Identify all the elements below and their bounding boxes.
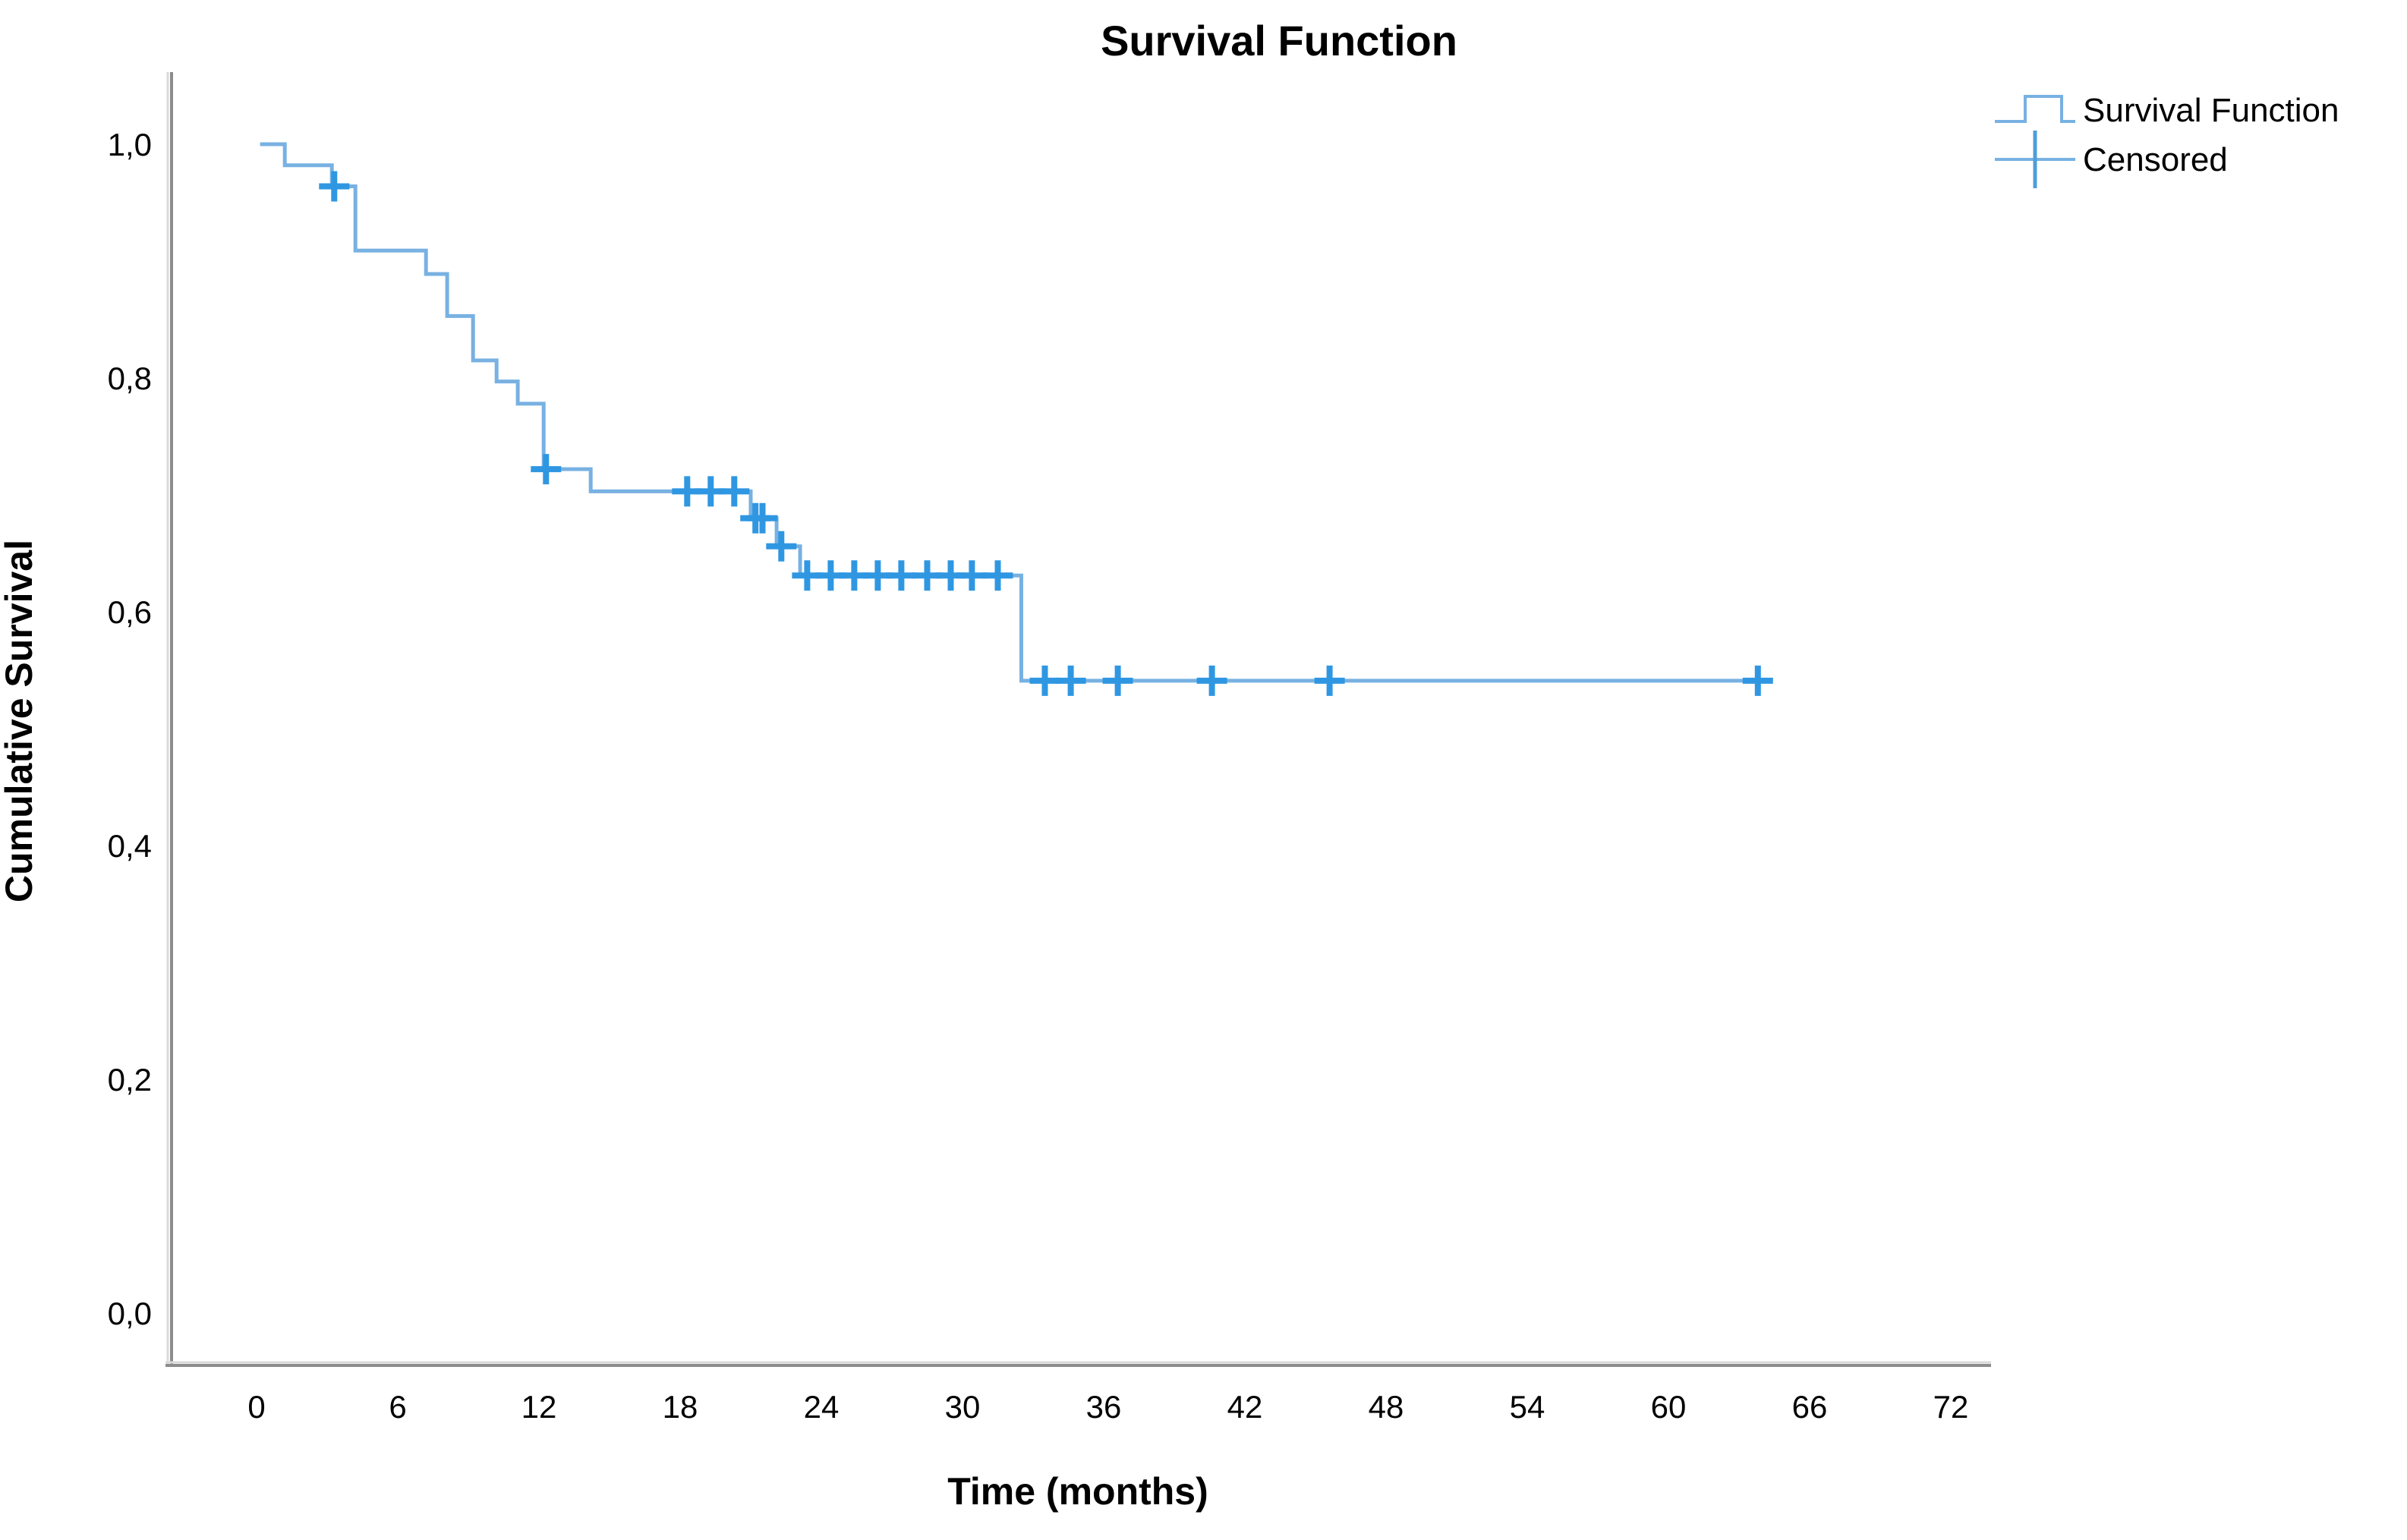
step-line-icon <box>1995 95 2075 123</box>
x-tick-label: 72 <box>1933 1389 1969 1425</box>
legend-item-label: Censored <box>2083 141 2228 178</box>
legend-item-label: Survival Function <box>2083 92 2339 129</box>
y-tick-label: 1,0 <box>108 127 152 162</box>
y-tick-label: 0,2 <box>108 1062 152 1098</box>
x-tick-label: 30 <box>945 1389 981 1425</box>
survival-curve-group <box>260 142 1770 683</box>
censor-mark <box>1196 665 1227 696</box>
chart-title: Survival Function <box>1101 17 1457 65</box>
y-tick-labels: 0,0 0,2 0,4 0,6 0,8 1,0 <box>108 127 152 1331</box>
x-tick-label: 18 <box>663 1389 698 1425</box>
x-tick-label: 36 <box>1086 1389 1122 1425</box>
censor-mark <box>1742 665 1773 696</box>
legend-item-censored: Censored <box>1995 131 2228 188</box>
censor-mark <box>319 171 350 202</box>
censor-mark <box>886 560 917 591</box>
x-tick-label: 60 <box>1651 1389 1687 1425</box>
x-tick-label: 54 <box>1510 1389 1545 1425</box>
x-tick-label: 24 <box>804 1389 840 1425</box>
censor-mark <box>747 502 778 534</box>
y-tick-label: 0,4 <box>108 828 152 864</box>
censor-mark <box>956 560 988 591</box>
censor-mark <box>1314 665 1345 696</box>
axes-lines <box>165 72 1991 1367</box>
legend-item-survival-function: Survival Function <box>1995 92 2339 129</box>
x-tick-labels: 0 6 12 18 24 30 36 42 48 54 60 66 72 <box>247 1389 1968 1425</box>
survival-curve <box>260 142 1770 683</box>
y-tick-label: 0,8 <box>108 361 152 396</box>
x-axis-title: Time (months) <box>947 1470 1208 1513</box>
y-tick-label: 0,6 <box>108 594 152 630</box>
x-tick-label: 66 <box>1792 1389 1828 1425</box>
censor-mark <box>1055 665 1086 696</box>
censor-mark <box>1102 665 1133 696</box>
censor-mark <box>766 531 797 562</box>
x-tick-label: 6 <box>389 1389 406 1425</box>
x-tick-label: 42 <box>1227 1389 1263 1425</box>
x-tick-label: 0 <box>247 1389 265 1425</box>
censored-marks-group <box>319 171 1773 696</box>
y-axis-title: Cumulative Survival <box>0 540 40 902</box>
y-tick-label: 0,0 <box>108 1296 152 1331</box>
censor-mark <box>1029 665 1060 696</box>
censor-mark <box>982 560 1013 591</box>
x-tick-label: 48 <box>1369 1389 1404 1425</box>
censor-mark <box>719 476 750 507</box>
censor-mark <box>531 454 562 485</box>
legend: Survival Function Censored <box>1995 92 2339 188</box>
x-tick-label: 12 <box>521 1389 557 1425</box>
